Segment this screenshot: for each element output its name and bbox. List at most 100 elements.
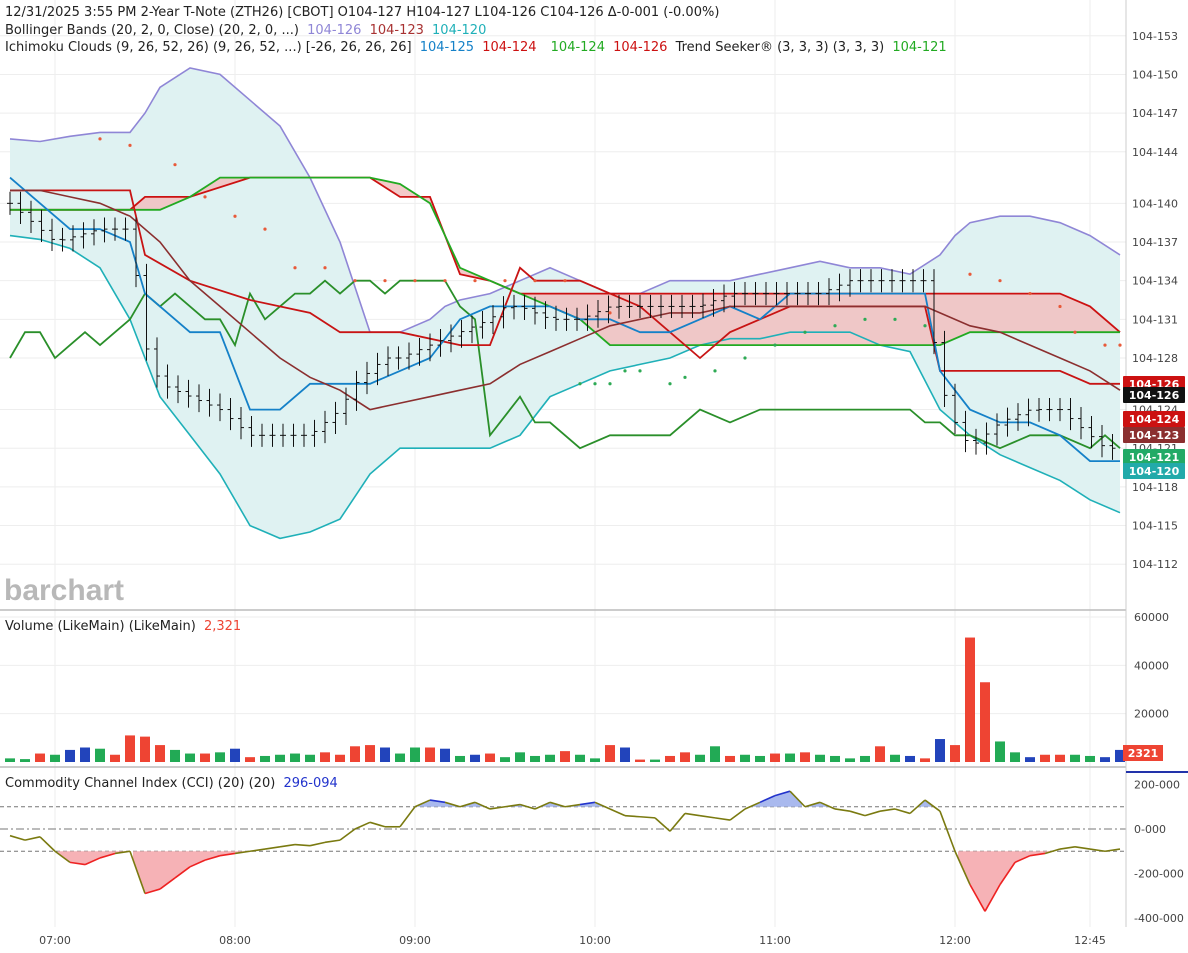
trend-dot-green [638, 369, 642, 373]
volume-bar [950, 745, 960, 762]
cci-line-segment [339, 828, 356, 841]
cci-line-segment [114, 850, 131, 855]
cci-line-segment [879, 808, 896, 812]
volume-bar [350, 746, 360, 762]
barchart-watermark: barchart [4, 574, 124, 607]
volume-bar [305, 754, 315, 762]
price-panel[interactable] [7, 67, 1122, 540]
volume-bar [410, 747, 420, 762]
cci-line-segment [714, 817, 731, 821]
cci-line-segment [804, 801, 821, 808]
trend-dot-red [233, 214, 237, 218]
cci-line-segment [639, 815, 656, 819]
price-tick-label: 104-144 [1132, 146, 1178, 159]
trend-dot-green [833, 324, 837, 328]
cci-line-segment [84, 857, 101, 866]
trend-dot-red [263, 227, 267, 231]
cci-tick-label: 0-000 [1134, 823, 1166, 836]
time-tick-label: 12:00 [939, 934, 971, 947]
trend-dot-red [1058, 304, 1062, 309]
cci-line-segment [519, 803, 536, 810]
volume-bar [830, 755, 840, 762]
cci-legend-value: 296-094 [283, 776, 337, 791]
volume-panel[interactable] [5, 637, 1125, 762]
trend-dot-red [533, 279, 537, 283]
volume-legend-value: 2,321 [204, 619, 241, 634]
volume-bar [470, 754, 480, 762]
cci-line-segment [1104, 848, 1121, 853]
cci-line-segment [549, 801, 566, 808]
volume-bar [965, 637, 975, 762]
time-tick-label: 10:00 [579, 934, 611, 947]
price-tick-label: 104-150 [1132, 68, 1178, 81]
cci-line-segment [864, 810, 881, 817]
cci-line-segment [609, 808, 626, 817]
price-tick-label: 104-118 [1132, 481, 1178, 494]
time-tick-label: 09:00 [399, 934, 431, 947]
trend-dot-red [383, 279, 387, 283]
cci-line-segment [849, 810, 866, 817]
volume-bar [455, 755, 465, 762]
cci-line-segment [159, 877, 176, 890]
cci-line-segment [309, 841, 326, 847]
cci-line-segment [699, 814, 716, 819]
volume-bar [770, 753, 780, 762]
volume-bar [320, 752, 330, 762]
cci-line-segment [69, 861, 86, 866]
cci-line-segment [534, 801, 551, 810]
cci-line-segment [1059, 846, 1076, 850]
price-tick-label: 104-147 [1132, 107, 1178, 120]
cci-panel[interactable] [0, 790, 1126, 912]
volume-bar [725, 755, 735, 762]
bollinger-upper-line [9, 67, 1121, 334]
volume-bar [890, 754, 900, 762]
cci-line-segment [354, 821, 371, 830]
trend-dot-red [1073, 330, 1077, 334]
moving-average-line [10, 189, 1121, 411]
volume-bar [590, 758, 600, 762]
cci-line-segment [1014, 854, 1031, 864]
volume-bar [110, 754, 120, 762]
cci-line-segment [1074, 846, 1091, 850]
time-tick-label: 11:00 [759, 934, 791, 947]
volume-axis[interactable]: 60000 40000 20000 2321 [1123, 611, 1169, 761]
price-tag [1123, 427, 1185, 443]
trend-dot-red [353, 279, 357, 283]
volume-bar [290, 753, 300, 762]
volume-legend: Volume (LikeMain) (LikeMain) 2,321 [5, 619, 241, 634]
cci-overbought-fill [463, 802, 484, 807]
cci-line-segment [39, 836, 56, 852]
price-axis[interactable]: 104-153 104-150 104-147 104-144 104-140 104-1… [1123, 30, 1185, 571]
ichimoku-value-3: 104-124 [551, 40, 605, 55]
cci-line-segment [834, 808, 851, 812]
cci-line-segment [414, 799, 431, 808]
volume-bar [1040, 754, 1050, 762]
cci-line-segment [729, 808, 746, 821]
cci-line-segment [9, 834, 26, 841]
trend-dot-red [413, 279, 417, 283]
volume-tick-label: 20000 [1134, 708, 1169, 721]
trend-dot-red [473, 279, 477, 283]
trend-dot-red [503, 279, 507, 283]
ichimoku-legend-label: Ichimoku Clouds (9, 26, 52, 26) (9, 26, … [5, 40, 412, 55]
cci-line-segment [954, 850, 971, 885]
volume-bar [200, 753, 210, 762]
price-tag-label: 104-123 [1129, 429, 1180, 442]
ichimoku-cloud-fill [10, 177, 1120, 346]
volume-bar [815, 754, 825, 762]
trend-dot-green [593, 382, 597, 386]
time-axis[interactable]: 07:00 08:00 09:00 10:00 11:00 12:00 12:45 [39, 934, 1106, 947]
price-tick-label: 104-137 [1132, 236, 1178, 249]
cci-axis[interactable]: 200-000 0-000 -200-000 -400-000 [1134, 779, 1184, 926]
volume-bar [800, 752, 810, 762]
cci-line-segment [1029, 852, 1046, 857]
trend-dot-green [773, 343, 777, 347]
cci-line-segment [624, 814, 641, 818]
cci-line-segment [894, 808, 911, 815]
trend-dot-green [803, 330, 807, 334]
bollinger-lower-line [9, 234, 1121, 540]
cci-overbought-fill [808, 802, 829, 807]
price-tick-label: 104-128 [1132, 352, 1178, 365]
bollinger-lower-value: 104-120 [432, 23, 486, 38]
cci-line-segment [219, 852, 236, 857]
